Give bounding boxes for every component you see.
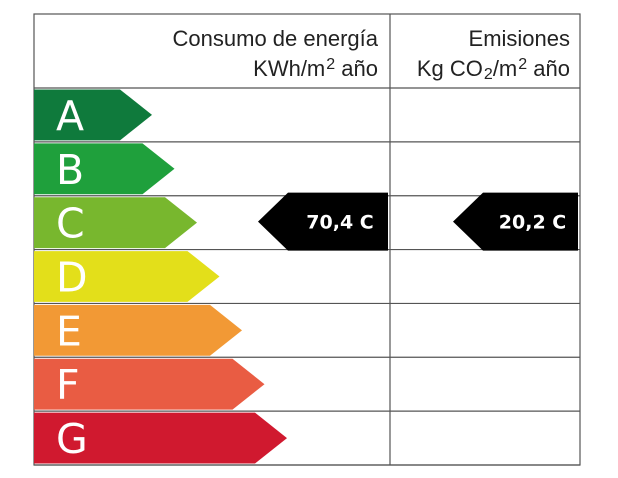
class-bar-c [34, 197, 197, 249]
class-bar-b [34, 143, 175, 195]
class-bar-g [34, 412, 287, 464]
class-letter-b: B [56, 146, 84, 194]
class-letter-f: F [56, 361, 80, 409]
emissions-indicator [453, 192, 578, 251]
emissions-title: Emisiones [468, 26, 570, 51]
class-letter-g: G [56, 415, 88, 463]
class-letter-a: A [56, 92, 84, 140]
emissions-value: 20,2 C [499, 212, 566, 234]
consumption-value: 70,4 C [306, 212, 373, 234]
class-bar-a [34, 89, 152, 141]
consumption-header: Consumo de energía KWh/m2 año [173, 28, 378, 80]
class-bar-f [34, 358, 265, 410]
class-letter-e: E [56, 307, 82, 355]
class-letter-d: D [56, 253, 88, 301]
consumption-title: Consumo de energía [172, 26, 378, 51]
consumption-indicator [258, 192, 388, 251]
class-bar-d [34, 251, 220, 302]
emissions-header: Emisiones Kg CO2/m2 año [416, 26, 570, 83]
rating-indicators: 70,4 C 20,2 C [258, 192, 578, 251]
emissions-unit: Kg CO2/m2 año [416, 56, 570, 83]
class-bar-e [34, 304, 242, 356]
consumption-unit: KWh/m2 año [253, 56, 378, 81]
class-letter-c: C [56, 200, 85, 248]
